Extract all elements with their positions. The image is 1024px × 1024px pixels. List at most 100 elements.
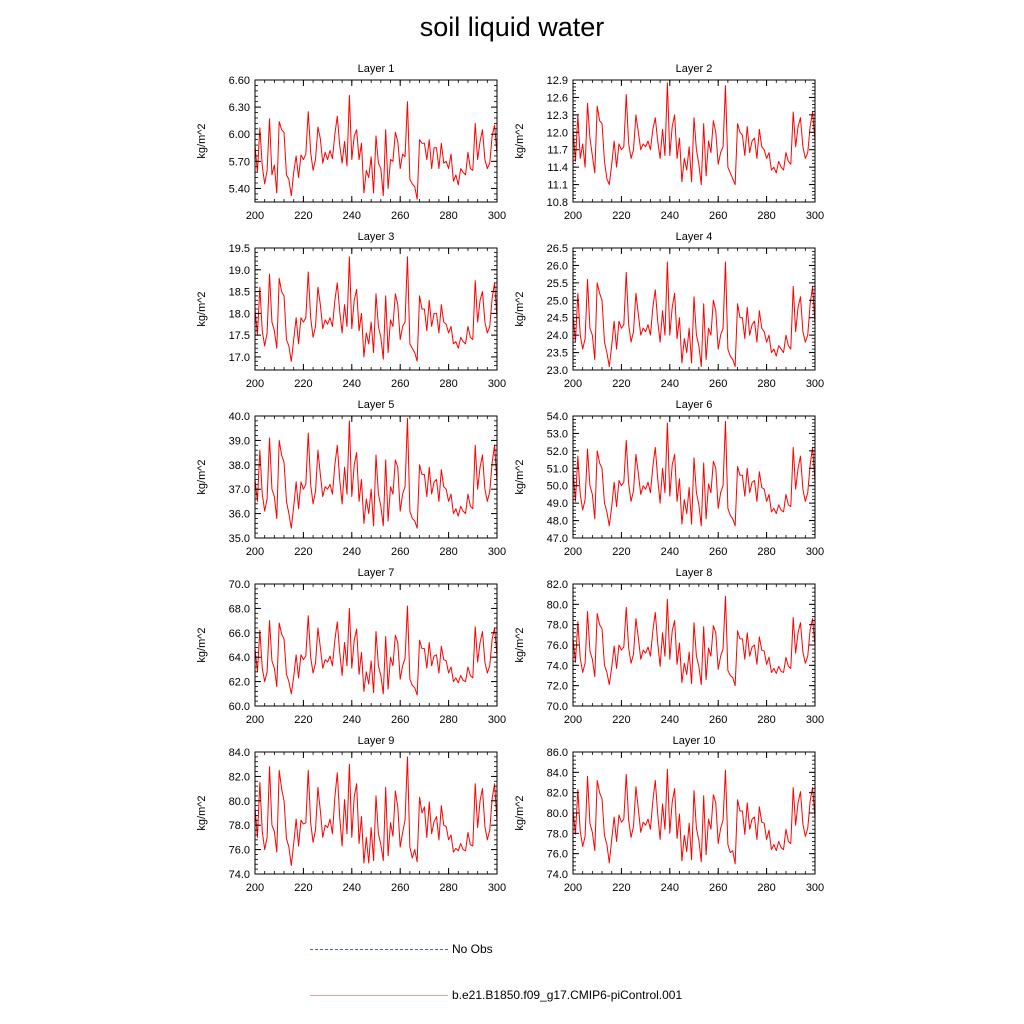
x-tick-label: 280 [757,546,775,558]
chart-panel-2: Layer 2 200 220 240 260 280 300 10.8 11.1 11.4 11.… [514,63,824,222]
chart-panel-4: Layer 4 200 220 240 260 280 300 23.0 23.5 24.0 24.… [514,231,824,390]
y-tick-label: 76.0 [547,640,568,652]
panel-title: Layer 2 [676,63,713,75]
y-axis-label: kg/m^2 [514,459,526,494]
y-tick-label: 37.0 [229,484,250,496]
chart-panel-7: Layer 7 200 220 240 260 280 300 60.0 62.0 64.0 66.… [196,567,506,726]
x-tick-label: 260 [709,714,727,726]
panel-title: Layer 8 [676,567,713,579]
y-axis-label: kg/m^2 [196,795,208,830]
panel-title: Layer 9 [358,735,395,747]
legend-item-no-obs: No Obs [310,942,493,956]
y-tick-label: 6.30 [229,102,250,114]
y-tick-label: 19.0 [229,265,250,277]
x-tick-label: 200 [246,714,264,726]
y-tick-label: 70.0 [547,701,568,713]
panel-title: Layer 6 [676,399,713,411]
x-tick-label: 260 [391,714,409,726]
y-axis-label: kg/m^2 [196,459,208,494]
y-tick-label: 24.5 [547,313,568,325]
y-tick-label: 38.0 [229,460,250,472]
y-tick-label: 70.0 [229,579,250,591]
x-tick-label: 200 [564,210,582,222]
panel-title: Layer 4 [676,231,713,243]
panel-title: Layer 7 [358,567,395,579]
series-line [254,605,498,696]
x-tick-label: 300 [488,714,506,726]
y-tick-label: 48.0 [547,516,568,528]
x-tick-label: 240 [661,714,679,726]
x-tick-label: 300 [488,378,506,390]
x-tick-label: 240 [661,882,679,894]
x-tick-label: 300 [806,546,824,558]
y-tick-label: 47.0 [547,533,568,545]
y-tick-label: 74.0 [547,660,568,672]
chart-panel-6: Layer 6 200 220 240 260 280 300 47.0 48.0 49.0 50.… [514,399,824,558]
x-tick-label: 200 [564,882,582,894]
y-axis-label: kg/m^2 [196,627,208,662]
plot-frame [572,79,816,203]
x-tick-label: 240 [343,210,361,222]
y-tick-label: 66.0 [229,628,250,640]
y-axis-label: kg/m^2 [514,291,526,326]
y-tick-label: 11.1 [547,180,568,192]
chart-panel-3: Layer 3 200 220 240 260 280 300 17.0 17.5 18.0 18.… [196,231,506,390]
y-tick-label: 18.5 [229,287,250,299]
y-tick-label: 5.70 [229,156,250,168]
x-tick-label: 240 [343,882,361,894]
y-tick-label: 10.8 [547,197,568,209]
y-tick-label: 12.3 [547,110,568,122]
y-tick-label: 80.0 [229,796,250,808]
x-tick-label: 200 [246,882,264,894]
y-axis-label: kg/m^2 [514,795,526,830]
series-line [572,261,816,368]
y-axis-label: kg/m^2 [514,627,526,662]
y-tick-label: 80.0 [547,808,568,820]
x-tick-label: 300 [488,882,506,894]
y-tick-label: 78.0 [547,620,568,632]
x-tick-label: 220 [612,378,630,390]
y-tick-label: 19.5 [229,243,250,255]
chart-panel-5: Layer 5 200 220 240 260 280 300 35.0 36.0 37.0 38.… [196,399,506,558]
x-tick-label: 280 [757,378,775,390]
x-tick-label: 220 [294,714,312,726]
x-tick-label: 260 [391,378,409,390]
y-tick-label: 35.0 [229,533,250,545]
y-tick-label: 26.5 [547,243,568,255]
x-tick-label: 240 [343,378,361,390]
plot-frame [572,583,816,707]
y-axis-label: kg/m^2 [196,291,208,326]
y-tick-label: 12.6 [547,92,568,104]
x-tick-label: 200 [564,714,582,726]
chart-panel-10: Layer 10 200 220 240 260 280 300 74.0 76.0 78.0 80… [514,735,824,894]
figure-title: soil liquid water [419,12,605,42]
y-tick-label: 51.0 [547,463,568,475]
y-tick-label: 80.0 [547,599,568,611]
series-line [572,768,816,865]
legend-swatch-dashed-icon [310,948,448,950]
x-tick-label: 220 [612,546,630,558]
y-tick-label: 74.0 [547,869,568,881]
plot-frame [254,79,498,203]
y-tick-label: 18.0 [229,308,250,320]
y-tick-label: 49.0 [547,498,568,510]
y-tick-label: 78.0 [229,820,250,832]
x-tick-label: 280 [439,378,457,390]
legend-label: b.e21.B1850.f09_g17.CMIP6-piControl.001 [452,988,683,1002]
x-tick-label: 200 [246,378,264,390]
y-tick-label: 74.0 [229,869,250,881]
x-tick-label: 260 [709,546,727,558]
y-tick-label: 25.5 [547,278,568,290]
y-tick-label: 12.9 [547,75,568,87]
plot-frame [254,751,498,875]
y-tick-label: 25.0 [547,295,568,307]
panel-title: Layer 10 [673,735,716,747]
x-tick-label: 220 [612,210,630,222]
x-tick-label: 300 [806,378,824,390]
y-tick-label: 84.0 [229,747,250,759]
series-line [572,420,816,527]
x-tick-label: 280 [757,210,775,222]
y-tick-label: 53.0 [547,428,568,440]
y-tick-label: 76.0 [547,849,568,861]
